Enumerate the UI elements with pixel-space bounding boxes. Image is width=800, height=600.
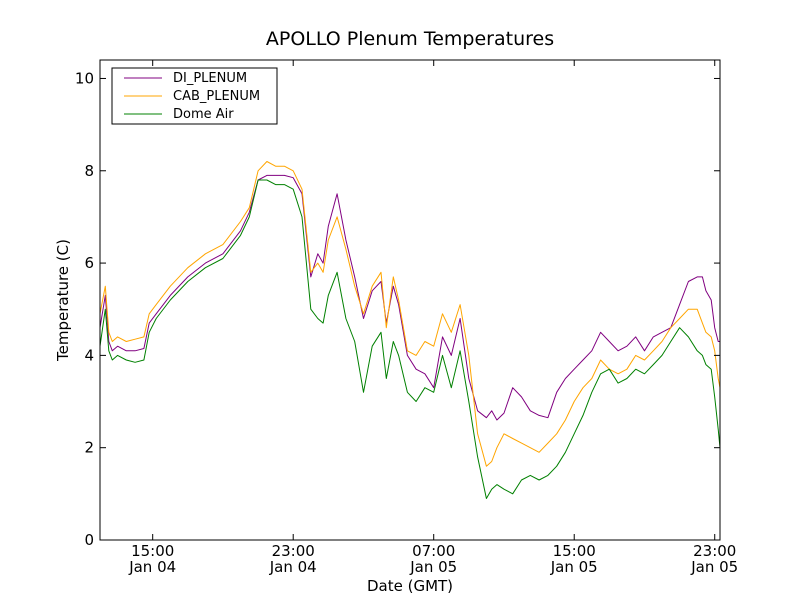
series-line-dome-air [99, 179, 721, 499]
y-tick-label: 2 [84, 439, 94, 457]
x-tick-time-label: 15:00 [131, 542, 174, 560]
x-tick-time-label: 07:00 [412, 542, 455, 560]
x-tick-time-label: 15:00 [553, 542, 596, 560]
legend-label-cab-plenum: CAB_PLENUM [173, 89, 260, 104]
legend-label-di-plenum: DI_PLENUM [173, 71, 247, 86]
series-line-di-plenum [99, 174, 720, 421]
x-tick-date-label: Jan 05 [550, 558, 598, 576]
y-tick-label: 6 [84, 254, 94, 272]
x-axis-label: Date (GMT) [367, 577, 453, 595]
series-layer [99, 161, 721, 499]
x-tick-date-label: Jan 04 [128, 558, 176, 576]
y-tick-label: 0 [84, 531, 94, 549]
x-tick-time-label: 23:00 [693, 542, 736, 560]
y-axis: 0 2 4 6 8 10 [75, 69, 720, 549]
x-tick-time-label: 23:00 [272, 542, 315, 560]
plot-area-frame [99, 59, 721, 541]
x-tick-date-label: Jan 04 [269, 558, 317, 576]
x-tick-date-label: Jan 05 [409, 558, 457, 576]
y-tick-label: 10 [75, 69, 94, 87]
chart-title: APOLLO Plenum Temperatures [266, 28, 554, 50]
x-tick-date-label: Jan 05 [690, 558, 738, 576]
legend: DI_PLENUM CAB_PLENUM Dome Air [111, 67, 278, 125]
y-tick-label: 4 [84, 346, 94, 364]
y-axis-label: Temperature (C) [54, 239, 72, 362]
y-tick-label: 8 [84, 162, 94, 180]
series-line-cab-plenum [99, 161, 721, 467]
legend-label-dome-air: Dome Air [173, 107, 234, 122]
